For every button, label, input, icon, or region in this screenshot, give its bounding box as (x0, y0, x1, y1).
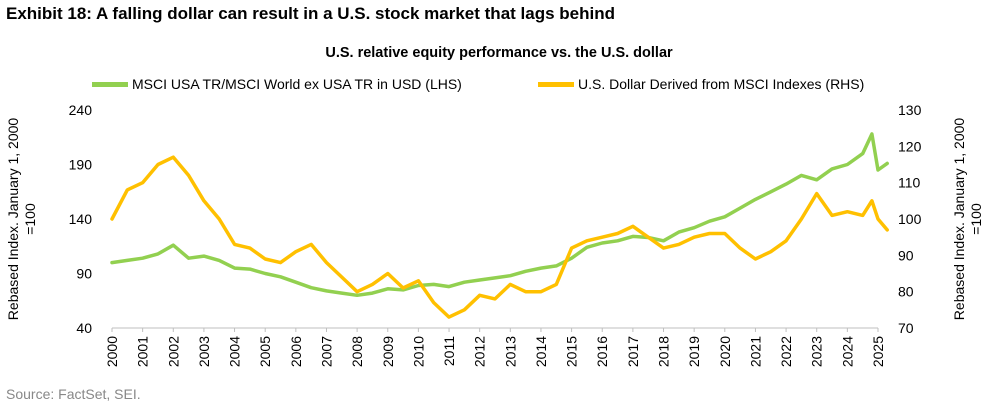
y-tick-label-right: 80 (898, 284, 914, 300)
y-tick-label-right: 70 (898, 320, 914, 336)
y-tick-label-left: 190 (69, 157, 93, 173)
x-tick-label: 2025 (870, 336, 886, 367)
x-tick-label: 2004 (227, 336, 243, 367)
x-tick-label: 2014 (533, 336, 549, 367)
x-tick-label: 2017 (625, 336, 641, 367)
x-tick-label: 2000 (104, 336, 120, 367)
y-tick-label-right: 100 (898, 211, 922, 227)
left-axis: 40 90 140 190 240 (69, 102, 93, 336)
x-tick-label: 2012 (472, 336, 488, 367)
x-tick-label: 2021 (747, 336, 763, 367)
x-tick-label: 2001 (135, 336, 151, 367)
x-tick-label: 2016 (594, 336, 610, 367)
x-tick-label: 2007 (318, 336, 334, 367)
y-tick-label-left: 40 (76, 320, 92, 336)
x-tick-label: 2002 (165, 336, 181, 367)
legend-label-usa-relative: MSCI USA TR/MSCI World ex USA TR in USD … (132, 76, 462, 92)
y-axis-title-right: Rebased Index. January 1, 2000=100 (951, 118, 984, 321)
legend-label-usd: U.S. Dollar Derived from MSCI Indexes (R… (578, 76, 865, 92)
right-axis: 70 80 90 100 110 120 130 (898, 102, 922, 336)
source-note: Source: FactSet, SEI. (6, 386, 141, 402)
x-tick-label: 2019 (686, 336, 702, 367)
x-tick-label: 2015 (564, 336, 580, 367)
y-tick-label-right: 90 (898, 247, 914, 263)
x-tick-label: 2009 (380, 336, 396, 367)
legend-swatch-green (92, 81, 128, 87)
x-tick-label: 2010 (410, 336, 426, 367)
y-tick-label-left: 240 (69, 102, 93, 118)
x-tick-label: 2005 (257, 336, 273, 367)
x-tick-label: 2008 (349, 336, 365, 367)
legend-item-usd: U.S. Dollar Derived from MSCI Indexes (R… (538, 76, 864, 92)
x-tick-label: 2013 (502, 336, 518, 367)
series-layer (110, 132, 889, 319)
y-tick-label-left: 90 (76, 266, 92, 282)
x-axis: 2000 2001 2002 2003 2004 2005 2006 2007 2008 2009… (104, 327, 886, 367)
y-tick-label-left: 140 (69, 211, 93, 227)
series-line-usd (110, 155, 889, 319)
x-tick-label: 2023 (809, 336, 825, 367)
x-tick-label: 2018 (656, 336, 672, 367)
x-tick-label: 2024 (839, 336, 855, 367)
y-tick-label-right: 110 (898, 175, 921, 191)
chart-title: U.S. relative equity performance vs. the… (325, 45, 673, 61)
exhibit-title: Exhibit 18: A falling dollar can result … (6, 4, 615, 23)
x-tick-label: 2020 (717, 336, 733, 367)
x-tick-label: 2022 (778, 336, 794, 367)
legend-swatch-gold (538, 81, 574, 87)
y-tick-label-right: 120 (898, 138, 922, 154)
y-tick-label-right: 130 (898, 102, 922, 118)
series-line-usa-relative (110, 132, 889, 298)
x-tick-label: 2006 (288, 336, 304, 367)
x-tick-label: 2003 (196, 336, 212, 367)
legend-item-usa-relative: MSCI USA TR/MSCI World ex USA TR in USD … (92, 76, 462, 92)
y-axis-title-left: Rebased Index. January 1, 2000=100 (5, 118, 38, 321)
x-tick-label: 2011 (441, 336, 457, 366)
